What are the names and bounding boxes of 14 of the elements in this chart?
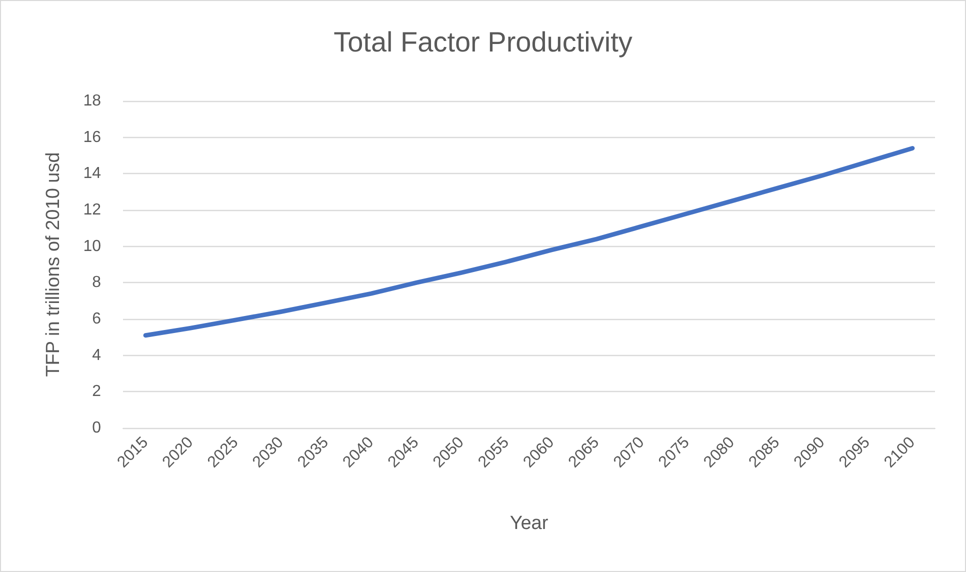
y-tick-label: 0 [92,420,102,436]
chart-title: Total Factor Productivity [334,26,632,58]
y-tick-label: 10 [83,238,102,255]
y-tick-label: 14 [83,165,102,182]
x-axis-title: Year [510,513,549,534]
y-tick-label: 8 [92,274,102,292]
y-tick-label: 2 [92,383,102,400]
y-tick-label: 16 [83,128,102,146]
y-axis-title: TFP in trillions of 2010 usd [43,152,64,377]
y-tick-label: 12 [83,202,102,218]
y-tick-label: 18 [83,92,102,110]
y-tick-label: 4 [92,346,102,364]
y-tick-label: 6 [92,310,102,328]
line-series [143,146,915,338]
